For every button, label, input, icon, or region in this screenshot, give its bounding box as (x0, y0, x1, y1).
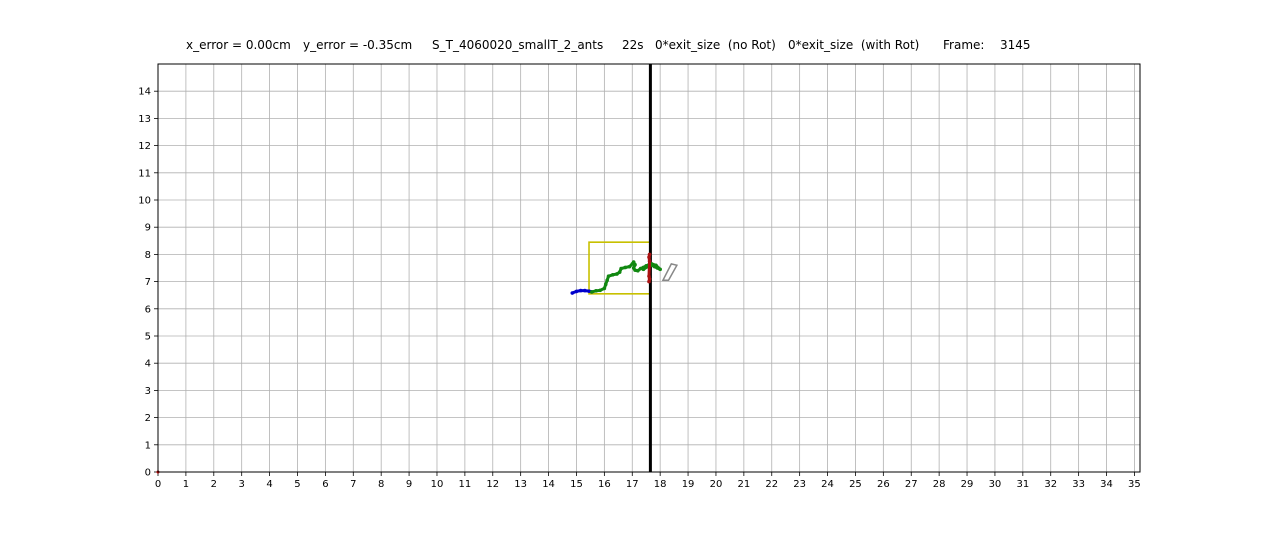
y-tick-label: 10 (138, 196, 151, 207)
x-tick-label: 22 (765, 479, 778, 490)
y-tick-label: 5 (145, 332, 151, 343)
x-tick-label: 35 (1128, 479, 1141, 490)
trajectory-point (647, 274, 651, 278)
trajectory-point (647, 252, 652, 257)
x-tick-label: 4 (266, 479, 272, 490)
y-tick-label: 14 (138, 87, 151, 98)
x-tick-label: 31 (1016, 479, 1029, 490)
trajectory-point (574, 289, 579, 294)
trajectory-point (633, 262, 637, 267)
trajectory-point (617, 270, 622, 274)
x-error-label: x_error = 0.00cm (186, 38, 291, 52)
trajectory-point (647, 255, 651, 259)
y-tick-label: 11 (138, 168, 151, 179)
trajectory-point (627, 264, 632, 269)
y-tick-label: 0 (145, 468, 151, 479)
trajectory-point (636, 268, 640, 273)
trajectory-point (606, 274, 611, 278)
trajectory-point (578, 288, 583, 293)
trajectory-point (587, 289, 591, 293)
no-rot-label: 0*exit_size (no Rot) (655, 38, 776, 52)
y-tick-label: 7 (145, 277, 151, 288)
x-tick-label: 28 (933, 479, 946, 490)
x-tick-label: 16 (598, 479, 611, 490)
x-tick-label: 26 (877, 479, 890, 490)
y-tick-label: 12 (138, 141, 151, 152)
x-tick-label: 21 (737, 479, 750, 490)
x-tick-label: 15 (570, 479, 583, 490)
exit-box (588, 241, 651, 295)
x-tick-label: 12 (486, 479, 499, 490)
y-tick-label: 13 (138, 114, 151, 125)
x-tick-label: 6 (322, 479, 328, 490)
trajectory-point (605, 278, 609, 283)
x-tick-label: 8 (378, 479, 384, 490)
with-rot-label: 0*exit_size (with Rot) (788, 38, 920, 52)
x-tick-label: 29 (961, 479, 974, 490)
x-tick-label: 24 (821, 479, 834, 490)
x-tick-label: 1 (183, 479, 189, 490)
experiment-name-label: S_T_4060020_smallT_2_ants (432, 38, 604, 52)
y-tick-label: 8 (145, 250, 151, 261)
x-tick-label: 14 (542, 479, 555, 490)
x-tick-label: 5 (294, 479, 300, 490)
y-tick-label: 9 (145, 223, 151, 234)
trajectory-point (647, 277, 652, 281)
x-tick-label: 7 (350, 479, 356, 490)
x-tick-label: 23 (793, 479, 806, 490)
x-tick-label: 34 (1100, 479, 1113, 490)
trajectory-point (583, 288, 587, 293)
trajectory-point (603, 282, 608, 287)
x-tick-label: 33 (1072, 479, 1085, 490)
trajectory-point (631, 260, 636, 264)
x-tick-label: 0 (155, 479, 161, 490)
trajectory-point (641, 267, 646, 272)
y-tick-label: 4 (145, 359, 151, 370)
x-tick-label: 2 (211, 479, 217, 490)
y-tick-label: 3 (145, 386, 151, 397)
x-tick-label: 27 (905, 479, 918, 490)
trajectory-point (610, 273, 615, 277)
frame-label: Frame: (943, 38, 985, 52)
x-tick-label: 20 (710, 479, 723, 490)
trajectory-point (570, 291, 575, 295)
x-tick-label: 3 (239, 479, 245, 490)
trajectory-point (654, 263, 658, 268)
y-tick-label: 6 (145, 304, 151, 315)
trajectory-point (602, 286, 607, 291)
x-tick-label: 30 (989, 479, 1002, 490)
x-tick-label: 18 (654, 479, 667, 490)
time-label: 22s (622, 38, 644, 52)
chart-title: x_error = 0.00cm y_error = -0.35cm S_T_4… (0, 38, 1268, 56)
x-tick-label: 17 (626, 479, 639, 490)
x-tick-label: 13 (514, 479, 527, 490)
x-tick-label: 11 (459, 479, 472, 490)
trajectory-point (590, 290, 594, 294)
trajectory-point (623, 265, 628, 270)
x-tick-label: 9 (406, 479, 412, 490)
trajectory-point (615, 272, 619, 276)
trajectory-point (638, 266, 643, 271)
axis-ticks: 0 1 2 3 4 5 6 7 8 9 10 11 12 13 14 15 16 17 18 19 20 21 22 23 24… (138, 87, 1141, 490)
y-tick-label: 2 (145, 413, 151, 424)
load-shape (661, 263, 679, 281)
trajectory-point (647, 279, 651, 284)
trajectory-point (598, 288, 602, 293)
plot-frame (157, 63, 1141, 473)
y-tick-label: 1 (145, 440, 151, 451)
trajectory-point (658, 267, 662, 272)
x-tick-label: 25 (849, 479, 862, 490)
x-tick-label: 19 (682, 479, 695, 490)
trajectory-point (619, 266, 623, 271)
frame-value: 3145 (1000, 38, 1031, 52)
x-tick-label: 32 (1044, 479, 1057, 490)
y-error-label: y_error = -0.35cm (303, 38, 413, 52)
trajectory-point (633, 268, 637, 272)
chart-marks (156, 64, 679, 474)
trajectory-point (655, 266, 660, 270)
trajectory-point (594, 289, 598, 293)
trajectory-point (647, 259, 652, 264)
x-tick-label: 10 (431, 479, 444, 490)
